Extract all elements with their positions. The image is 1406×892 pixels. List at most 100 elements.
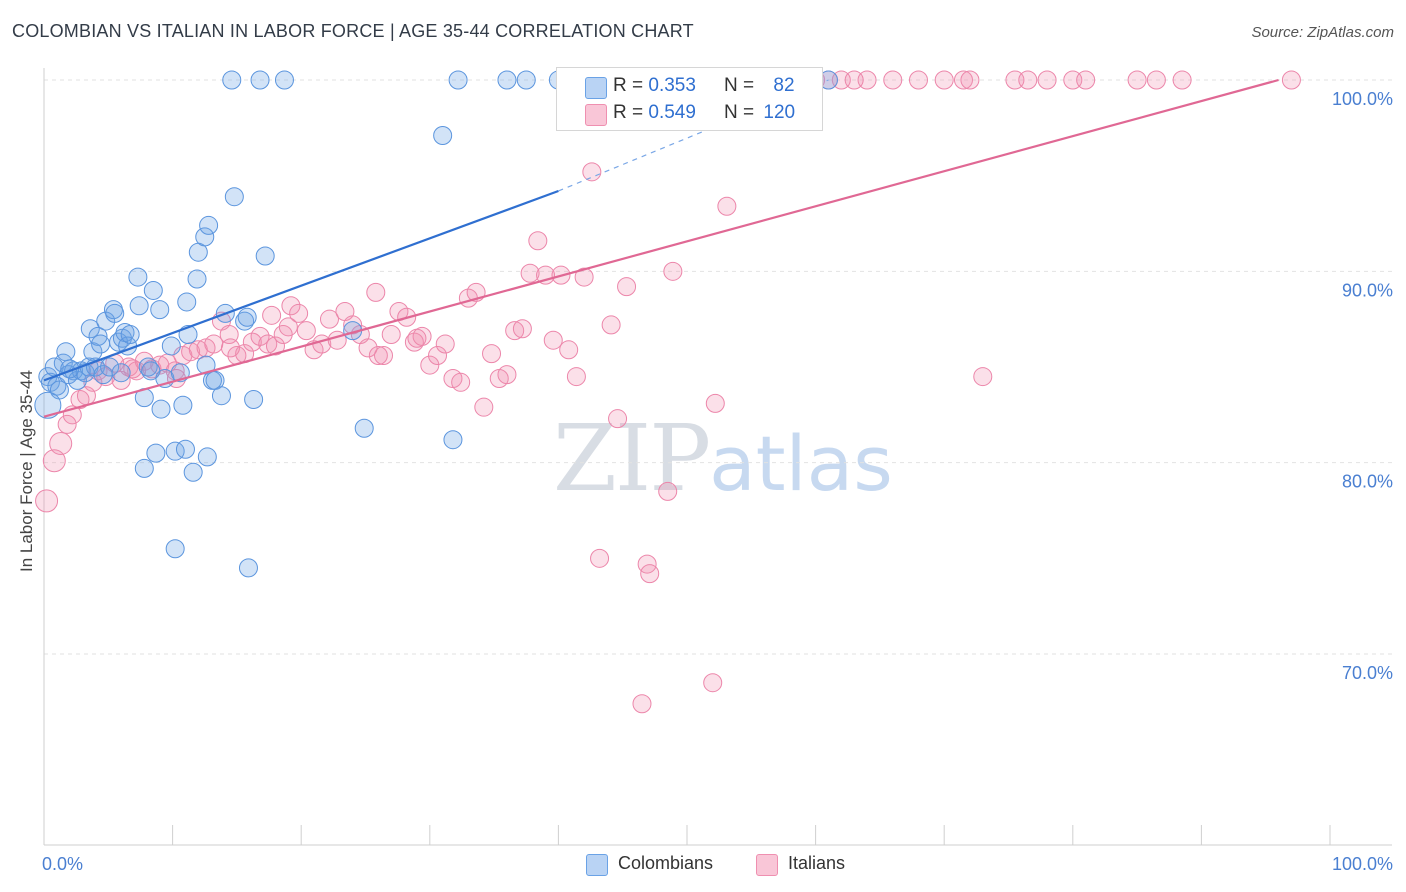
colombian-point (91, 334, 111, 354)
legend-row-colombians: R = 0.353 (613, 75, 696, 97)
colombian-point (199, 215, 219, 235)
italian-point (49, 432, 73, 456)
stats-legend: R = 0.353 N = 82 R = 0.549 N = 120 (556, 67, 823, 131)
legend-row-italians: R = 0.549 (613, 102, 696, 124)
source-label: Source: ZipAtlas.com (1251, 24, 1394, 41)
colombian-point (105, 303, 125, 323)
series-legend: Colombians Italians (586, 852, 886, 876)
italian-point (908, 70, 928, 90)
watermark-zip: ZIP (553, 405, 711, 512)
italian-point (632, 694, 652, 714)
colombian-point (146, 443, 166, 463)
colombian-point (222, 70, 242, 90)
colombian-point (448, 70, 468, 90)
colombian-point (197, 447, 217, 467)
colombian-point (67, 370, 87, 390)
italian-point (1146, 70, 1166, 90)
colombian-point (187, 269, 207, 289)
italian-point (1018, 70, 1038, 90)
legend-swatch-colombians (585, 77, 607, 99)
italian-point (559, 340, 579, 360)
tick-labels: 70.0% 80.0% 90.0% 100.0% 0.0% 100.0% (42, 89, 1393, 874)
colombian-point (237, 307, 257, 327)
italian-point (428, 346, 448, 366)
italian-point (883, 70, 903, 90)
colombian-point (111, 363, 131, 383)
colombian-point (34, 391, 62, 419)
colombian-point (516, 70, 536, 90)
italian-point (250, 326, 270, 346)
legend-r-value-italians: 0.549 (648, 102, 696, 123)
legend-n-label: N = (724, 75, 755, 96)
italian-point (543, 330, 563, 350)
colombian-point (443, 430, 463, 450)
italian-point (640, 564, 660, 584)
italian-point (528, 231, 548, 251)
italian-point (1127, 70, 1147, 90)
italian-point (407, 328, 427, 348)
watermark-atlas: atlas (709, 419, 893, 508)
italian-point (204, 334, 224, 354)
italian-point (258, 334, 278, 354)
italian-point (374, 346, 394, 366)
x-tick-label-max: 100.0% (1332, 854, 1393, 874)
italian-point (844, 70, 864, 90)
colombian-point (165, 539, 185, 559)
colombian-point (83, 342, 103, 362)
italian-point (934, 70, 954, 90)
colombian-point (255, 246, 275, 266)
colombian-point (120, 324, 140, 344)
italians-points (35, 70, 1301, 714)
italian-point (608, 409, 628, 429)
colombian-point (143, 280, 163, 300)
colombian-point (128, 267, 148, 287)
italian-point (220, 338, 240, 358)
colombian-point (129, 296, 149, 316)
colombian-point (88, 326, 108, 346)
colombian-point (238, 558, 258, 578)
italian-point (296, 321, 316, 341)
italian-point (1076, 70, 1096, 90)
italian-point (574, 267, 594, 287)
colombian-point (177, 292, 197, 312)
colombian-point (244, 390, 264, 410)
italian-point (83, 372, 103, 392)
italian-point (96, 367, 116, 387)
italian-point (705, 393, 725, 413)
italian-point (497, 365, 517, 385)
legend-n-value-colombians: 82 (773, 75, 795, 96)
colombian-point (150, 300, 170, 320)
italian-point (242, 332, 262, 352)
italian-point (435, 334, 455, 354)
italian-point (42, 449, 66, 473)
colombian-point (151, 399, 171, 419)
italian-point (451, 372, 471, 392)
italian-point (582, 162, 602, 182)
legend-r-value-colombians: 0.353 (648, 75, 696, 96)
series-legend-label-italians: Italians (788, 853, 846, 873)
italian-point (663, 261, 683, 281)
italian-point (566, 367, 586, 387)
italian-point (368, 346, 388, 366)
x-tick-label-min: 0.0% (42, 854, 83, 874)
italian-point (601, 315, 621, 335)
axes (43, 68, 1392, 846)
italian-point (474, 397, 494, 417)
colombian-point (433, 125, 453, 145)
colombian-point (173, 395, 193, 415)
legend-r-label: R = (613, 102, 644, 123)
y-tick-label: 90.0% (1342, 280, 1393, 300)
italian-point (358, 338, 378, 358)
colombian-point (183, 462, 203, 482)
colombian-point (274, 70, 294, 90)
colombian-point (354, 418, 374, 438)
colombians-points (34, 70, 838, 578)
colombian-point (224, 187, 244, 207)
italian-point (1037, 70, 1057, 90)
legend-swatch-italians (585, 104, 607, 126)
italian-point (512, 319, 532, 339)
italian-point (1281, 70, 1301, 90)
italian-point (265, 336, 285, 356)
italians-trend-line (43, 78, 1279, 418)
legend-n-row-colombians: N = 82 (724, 75, 795, 97)
